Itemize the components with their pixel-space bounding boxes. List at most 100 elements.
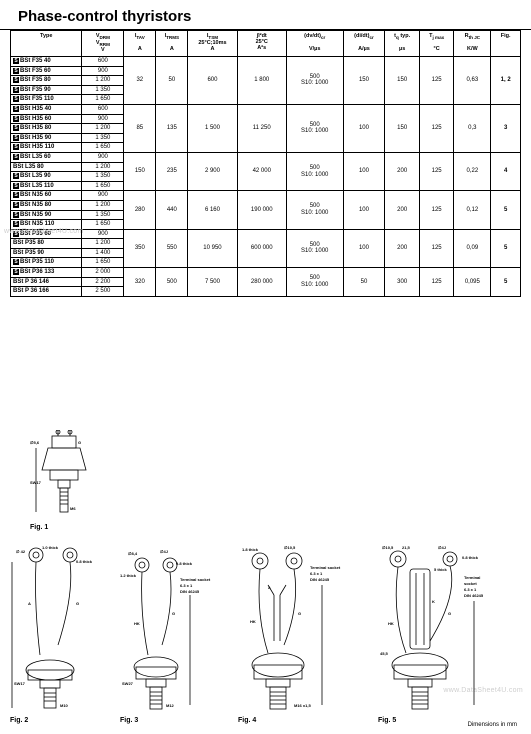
cell-itav: 150 bbox=[124, 152, 156, 190]
cell-type: SBSt L35 110 bbox=[11, 181, 82, 191]
svg-text:∅4J: ∅4J bbox=[160, 549, 168, 554]
svg-text:∅4J: ∅4J bbox=[438, 545, 446, 550]
cell-vdrm: 900 bbox=[82, 66, 124, 76]
svg-text:M16 x1,5: M16 x1,5 bbox=[294, 703, 311, 708]
cell-itrms: 440 bbox=[156, 191, 188, 229]
cell-tq: 300 bbox=[385, 268, 419, 297]
cell-itrms: 235 bbox=[156, 152, 188, 190]
cell-tj: 125 bbox=[419, 104, 453, 152]
cell-vdrm: 1 650 bbox=[82, 258, 124, 268]
cell-vdrm: 1 350 bbox=[82, 210, 124, 220]
cell-vdrm: 600 bbox=[82, 57, 124, 67]
col-didt: (di/dt)crA/µs bbox=[343, 31, 385, 57]
cell-type: SBSt L35 60 bbox=[11, 152, 82, 162]
cell-itsm: 7 500 bbox=[188, 268, 237, 297]
svg-text:SW27: SW27 bbox=[122, 681, 134, 686]
col-itrms: ITRMSA bbox=[156, 31, 188, 57]
cell-rth: 0,095 bbox=[454, 268, 491, 297]
watermark-left: www.DataSheet4U.com bbox=[4, 228, 84, 235]
svg-text:HK: HK bbox=[250, 619, 256, 624]
cell-vdrm: 1 350 bbox=[82, 172, 124, 182]
svg-text:HK: HK bbox=[388, 621, 394, 626]
cell-type: SBSt F35 60 bbox=[11, 66, 82, 76]
svg-text:∅8,4: ∅8,4 bbox=[128, 551, 138, 556]
cell-didt: 100 bbox=[343, 152, 385, 190]
cell-type: SBSt F35 90 bbox=[11, 85, 82, 95]
svg-text:SW17: SW17 bbox=[14, 681, 26, 686]
cell-tq: 200 bbox=[385, 229, 419, 267]
cell-itsm: 2 900 bbox=[188, 152, 237, 190]
cell-type: SBSt N35 80 bbox=[11, 200, 82, 210]
cell-didt: 50 bbox=[343, 268, 385, 297]
svg-text:DIN 46245: DIN 46245 bbox=[310, 577, 330, 582]
svg-text:0.8 thick: 0.8 thick bbox=[76, 559, 93, 564]
cell-itsm: 600 bbox=[188, 57, 237, 105]
figures-area: ∅5,6 G SW17 M6 Fig. 1 ∅ 42 1.0 t bbox=[10, 430, 521, 728]
cell-type: BSt L35 80 bbox=[11, 162, 82, 172]
svg-text:Terminal socket: Terminal socket bbox=[180, 577, 211, 582]
cell-itav: 350 bbox=[124, 229, 156, 267]
cell-fig: 3 bbox=[491, 104, 521, 152]
dimensions-note: Dimensions in mm bbox=[468, 722, 517, 728]
svg-text:M6: M6 bbox=[70, 506, 76, 511]
cell-vdrm: 2 000 bbox=[82, 268, 124, 278]
cell-itrms: 500 bbox=[156, 268, 188, 297]
fig4-label: Fig. 4 bbox=[238, 717, 368, 724]
cell-tq: 200 bbox=[385, 191, 419, 229]
fig3-label: Fig. 3 bbox=[120, 717, 230, 724]
cell-itsm: 1 500 bbox=[188, 104, 237, 152]
cell-rth: 0,63 bbox=[454, 57, 491, 105]
cell-type: SBSt N35 90 bbox=[11, 210, 82, 220]
cell-vdrm: 1 650 bbox=[82, 181, 124, 191]
table-body: SBSt F35 4060032506001 800500S10: 100015… bbox=[11, 57, 521, 297]
figure-5: ∅10,5 21,5 ∅4J 0.8 thick 5 thick Termina… bbox=[378, 545, 518, 724]
svg-text:DIN 46245: DIN 46245 bbox=[180, 589, 200, 594]
cell-vdrm: 2 200 bbox=[82, 277, 124, 287]
cell-type: SBSt F35 40 bbox=[11, 57, 82, 67]
cell-vdrm: 900 bbox=[82, 229, 124, 239]
thyristor-table: TypeVDRMVRRMVITAVAITRMSAITSM25°C;10msA∫i… bbox=[10, 30, 521, 297]
svg-text:1.2 thick: 1.2 thick bbox=[120, 573, 137, 578]
cell-tj: 125 bbox=[419, 191, 453, 229]
svg-text:HK: HK bbox=[134, 621, 140, 626]
cell-itav: 280 bbox=[124, 191, 156, 229]
svg-text:G: G bbox=[298, 611, 301, 616]
svg-text:M10: M10 bbox=[60, 703, 69, 708]
svg-text:Terminal socket: Terminal socket bbox=[310, 565, 341, 570]
cell-dvdt: 500S10: 1000 bbox=[286, 229, 343, 267]
col-tj: Tj max°C bbox=[419, 31, 453, 57]
svg-text:K: K bbox=[432, 599, 435, 604]
cell-type: SBSt P36 133 bbox=[11, 268, 82, 278]
svg-text:6.3 x 1: 6.3 x 1 bbox=[180, 583, 193, 588]
cell-type: SBSt H35 90 bbox=[11, 133, 82, 143]
cell-vdrm: 900 bbox=[82, 114, 124, 124]
figure-4: 1.8 thick ∅10,5 Terminal socket 6.3 x 1 … bbox=[238, 545, 368, 724]
cell-type: SBSt H35 110 bbox=[11, 143, 82, 153]
cell-fig: 5 bbox=[491, 268, 521, 297]
cell-tj: 125 bbox=[419, 57, 453, 105]
cell-vdrm: 1 350 bbox=[82, 133, 124, 143]
cell-vdrm: 1 650 bbox=[82, 95, 124, 105]
cell-i2t: 42 000 bbox=[237, 152, 286, 190]
table-row: SBSt L35 609001502352 90042 000500S10: 1… bbox=[11, 152, 521, 162]
col-i2t: ∫i²dt25°CA²s bbox=[237, 31, 286, 57]
cell-itav: 320 bbox=[124, 268, 156, 297]
cell-dvdt: 500S10: 1000 bbox=[286, 191, 343, 229]
svg-text:6.3 x 1: 6.3 x 1 bbox=[310, 571, 323, 576]
cell-rth: 0,22 bbox=[454, 152, 491, 190]
page-title: Phase-control thyristors bbox=[0, 0, 531, 30]
svg-text:45,5: 45,5 bbox=[380, 651, 389, 656]
cell-itrms: 135 bbox=[156, 104, 188, 152]
cell-vdrm: 1 200 bbox=[82, 200, 124, 210]
cell-vdrm: 1 350 bbox=[82, 85, 124, 95]
svg-text:21,5: 21,5 bbox=[402, 545, 411, 550]
cell-itav: 85 bbox=[124, 104, 156, 152]
col-dvdt: (dv/dt)crV/µs bbox=[286, 31, 343, 57]
cell-rth: 0,09 bbox=[454, 229, 491, 267]
cell-tq: 200 bbox=[385, 152, 419, 190]
cell-didt: 100 bbox=[343, 229, 385, 267]
cell-vdrm: 900 bbox=[82, 191, 124, 201]
cell-type: SBSt L35 90 bbox=[11, 172, 82, 182]
cell-type: SBSt P35 110 bbox=[11, 258, 82, 268]
cell-itrms: 550 bbox=[156, 229, 188, 267]
